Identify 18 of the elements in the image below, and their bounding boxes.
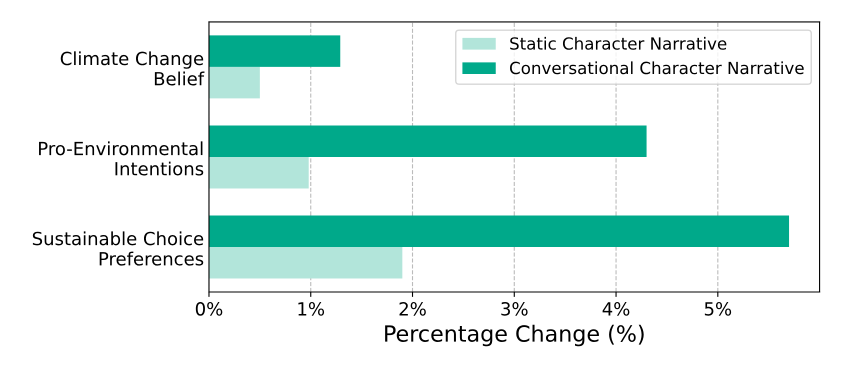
x-tick-label: 3%	[501, 302, 528, 316]
x-tick-label: 5%	[704, 302, 732, 316]
bar	[208, 156, 309, 188]
bar	[208, 66, 260, 98]
y-tick-label: Pro-Environmental Intentions	[39, 141, 204, 176]
x-axis-title: Percentage Change (%)	[385, 324, 644, 346]
x-tick-label: 2%	[400, 302, 426, 316]
x-tick-label: 4%	[602, 302, 630, 316]
bar	[208, 35, 340, 67]
legend-label: Conversational Character Narrative	[510, 61, 804, 74]
x-tick-label: 0%	[196, 302, 222, 316]
bar	[208, 215, 790, 247]
bar	[208, 246, 402, 278]
legend-label: Static Character Narrative	[510, 36, 726, 50]
y-tick-label: Sustainable Choice Preferences	[32, 231, 204, 266]
x-tick-label: 1%	[298, 302, 324, 316]
y-tick-label: Climate Change Belief	[60, 51, 204, 86]
bar	[208, 125, 647, 157]
